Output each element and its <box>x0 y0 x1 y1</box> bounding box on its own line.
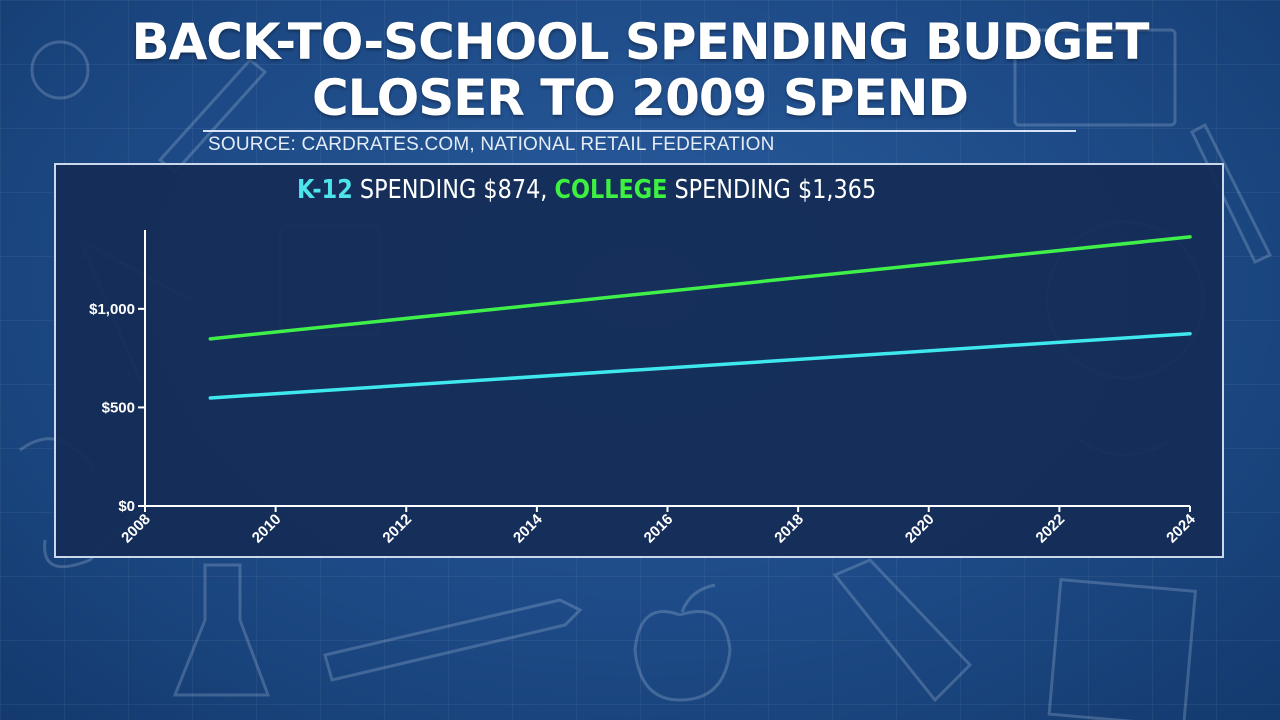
x-tick-label: 2010 <box>249 511 285 547</box>
glue-tube-doodle-icon <box>832 558 973 703</box>
x-tick-label: 2022 <box>1033 511 1069 547</box>
college-label: COLLEGE <box>554 175 668 205</box>
x-tick-label: 2020 <box>902 511 938 547</box>
x-tick-label: 2014 <box>510 510 546 546</box>
college-spending-text: SPENDING $1,365 <box>667 175 877 205</box>
y-tick-label: $0 <box>118 498 135 515</box>
page-title: BACK-TO-SCHOOL SPENDING BUDGET CLOSER TO… <box>0 14 1280 126</box>
x-tick-label: 2016 <box>641 511 677 547</box>
title-line-1: BACK-TO-SCHOOL SPENDING BUDGET <box>131 13 1150 71</box>
chart-panel <box>54 163 1224 558</box>
title-divider <box>203 130 1076 132</box>
pencil-right-doodle-icon <box>1190 122 1273 264</box>
series-line-college <box>208 235 1192 341</box>
y-tick-label: $500 <box>102 399 135 416</box>
title-line-2: CLOSER TO 2009 SPEND <box>311 69 969 127</box>
y-tick-label: $1,000 <box>89 301 135 318</box>
book-doodle-icon <box>1013 28 1177 127</box>
chart-headline: K-12 SPENDING $874, COLLEGE SPENDING $1,… <box>297 175 876 205</box>
x-tick-label: 2024 <box>1163 510 1199 546</box>
pencil-bottom-doodle-icon <box>323 598 583 682</box>
k12-spending-text: SPENDING $874, <box>352 175 555 205</box>
x-tick-label: 2018 <box>771 511 807 547</box>
series-line-k-12 <box>208 331 1192 400</box>
apple-bottom-doodle-icon <box>633 583 732 702</box>
x-tick-label: 2008 <box>118 511 154 547</box>
source-caption: SOURCE: CARDRATES.COM, NATIONAL RETAIL F… <box>208 134 775 155</box>
flask-doodle-icon <box>172 563 271 697</box>
k12-label: K-12 <box>297 175 353 205</box>
apple-doodle-icon <box>30 40 90 100</box>
x-tick-label: 2012 <box>379 511 415 547</box>
